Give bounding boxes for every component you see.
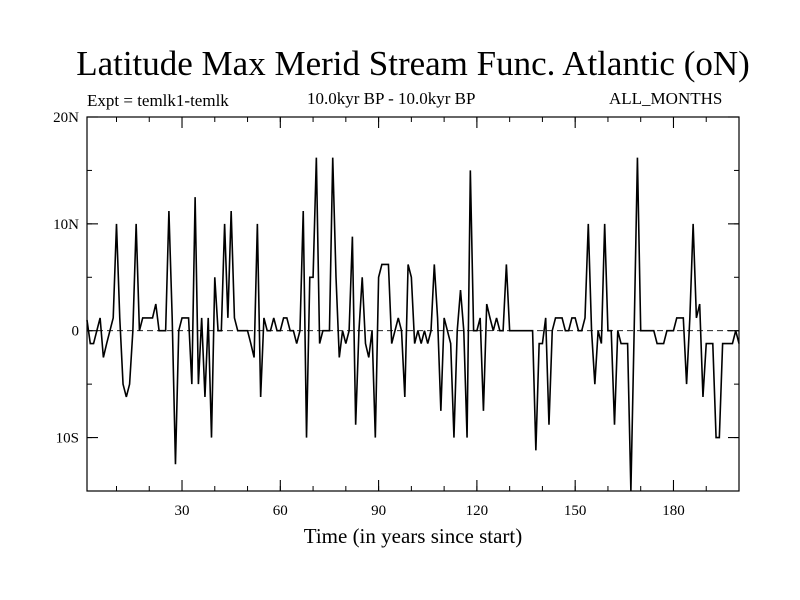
chart-title: Latitude Max Merid Stream Func. Atlantic…: [76, 44, 750, 83]
x-tick-label: 30: [175, 503, 190, 519]
x-tick-label: 90: [371, 503, 386, 519]
y-tick-label: 0: [72, 324, 80, 340]
x-tick-label: 60: [273, 503, 288, 519]
y-tick-label: 20N: [53, 110, 79, 126]
plot-frame: [86, 116, 740, 492]
x-tick-label: 180: [662, 503, 685, 519]
series-layer: [86, 157, 740, 492]
y-tick-label: 10N: [53, 217, 79, 233]
x-tick-label: 120: [466, 503, 489, 519]
months-label: ALL_MONTHS: [609, 89, 723, 108]
tick-marks-layer: [87, 116, 739, 492]
period-label: 10.0kyr BP - 10.0kyr BP: [307, 89, 476, 108]
series-line: [86, 157, 740, 492]
x-axis-title: Time (in years since start): [304, 524, 523, 548]
experiment-label: Expt = temlk1-temlk: [87, 91, 229, 110]
tick-labels-layer: 30 60 90 120 150 180 20N 10N 0 10S: [53, 110, 685, 519]
x-tick-label: 150: [564, 503, 587, 519]
y-tick-label: 10S: [56, 431, 79, 447]
